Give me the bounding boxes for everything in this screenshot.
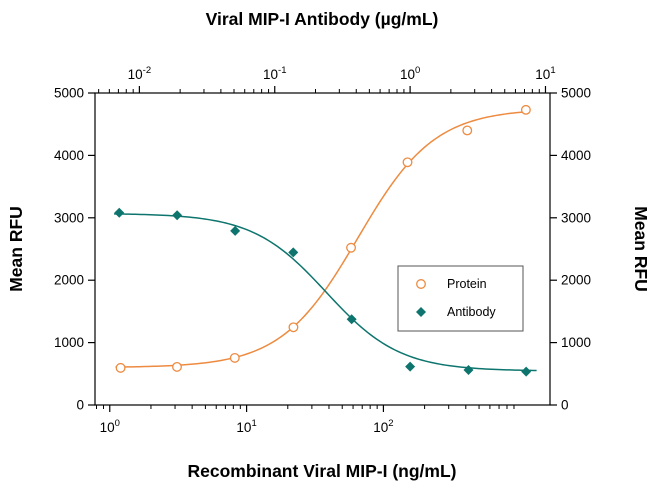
antibody-data-point bbox=[288, 247, 299, 258]
protein-data-point bbox=[346, 242, 356, 253]
protein-data-point bbox=[520, 104, 531, 115]
axis-tick-label: 100 bbox=[400, 65, 420, 82]
protein-series bbox=[115, 104, 531, 373]
y-tick-label-left: 2000 bbox=[54, 273, 84, 288]
legend-label: Antibody bbox=[447, 305, 496, 319]
axis-tick-label: 102 bbox=[373, 418, 393, 435]
y-tick-label-left: 4000 bbox=[54, 148, 84, 163]
y-tick-label-left: 5000 bbox=[54, 86, 84, 101]
legend-box bbox=[397, 265, 524, 332]
antibody-series bbox=[114, 207, 537, 377]
y-tick-label-right: 4000 bbox=[561, 148, 591, 163]
y-tick-label-right: 5000 bbox=[561, 86, 591, 101]
y-tick-label-right: 2000 bbox=[561, 273, 591, 288]
y-tick-label-right: 0 bbox=[561, 398, 569, 413]
plot-frame bbox=[94, 92, 551, 406]
antibody-data-point bbox=[463, 365, 474, 376]
protein-data-point bbox=[288, 322, 299, 333]
protein-data-point bbox=[115, 362, 126, 373]
antibody-data-point bbox=[230, 225, 241, 236]
right-axis-title: Mean RFU bbox=[631, 206, 650, 292]
axis-tick-label: 10-1 bbox=[263, 65, 286, 82]
y-axes: 0 0 1000 1000 2000 2000 3000 3000 4000 4000 5000 50… bbox=[54, 86, 591, 413]
bottom-axis-title: Recombinant Viral MIP-I (ng/mL) bbox=[187, 461, 456, 481]
y-tick-label-left: 0 bbox=[76, 398, 84, 413]
y-tick-label-right: 3000 bbox=[561, 210, 591, 225]
y-tick-label-right: 1000 bbox=[561, 335, 591, 350]
axis-tick-label: 101 bbox=[236, 418, 256, 435]
x-axis-bottom: 100 101 102 bbox=[96, 405, 515, 435]
antibody-data-point bbox=[521, 366, 532, 377]
top-axis-title: Viral MIP-I Antibody (µg/mL) bbox=[206, 9, 439, 29]
legend-entry-protein: Protein bbox=[416, 277, 487, 291]
plot-area: 100 101 102 10-2 10-1 100 101 0 0 1000 1000 2000 200… bbox=[54, 65, 591, 435]
legend-label: Protein bbox=[447, 277, 487, 291]
protein-data-point bbox=[402, 157, 413, 168]
y-tick-label-left: 1000 bbox=[54, 335, 84, 350]
protein-data-point bbox=[172, 361, 182, 372]
antibody-data-point bbox=[114, 207, 125, 218]
x-axis-top: 10-2 10-1 100 101 bbox=[98, 65, 556, 93]
protein-data-point bbox=[462, 125, 473, 136]
antibody-data-point bbox=[172, 210, 183, 221]
legend-marker-filled-diamond-icon bbox=[416, 307, 426, 317]
antibody-data-point bbox=[346, 314, 357, 325]
legend-entry-antibody: Antibody bbox=[416, 305, 496, 319]
y-tick-label-left: 3000 bbox=[54, 210, 84, 225]
axis-tick-label: 100 bbox=[100, 418, 120, 435]
axis-tick-label: 10-2 bbox=[128, 65, 151, 82]
axis-tick-label: 101 bbox=[535, 65, 555, 82]
legend: Protein Antibody bbox=[397, 265, 524, 332]
legend-marker-open-circle-icon bbox=[416, 279, 426, 289]
protein-data-point bbox=[229, 352, 240, 363]
antibody-data-point bbox=[405, 361, 416, 372]
left-axis-title: Mean RFU bbox=[6, 206, 26, 292]
protein-fit-curve bbox=[115, 110, 529, 368]
